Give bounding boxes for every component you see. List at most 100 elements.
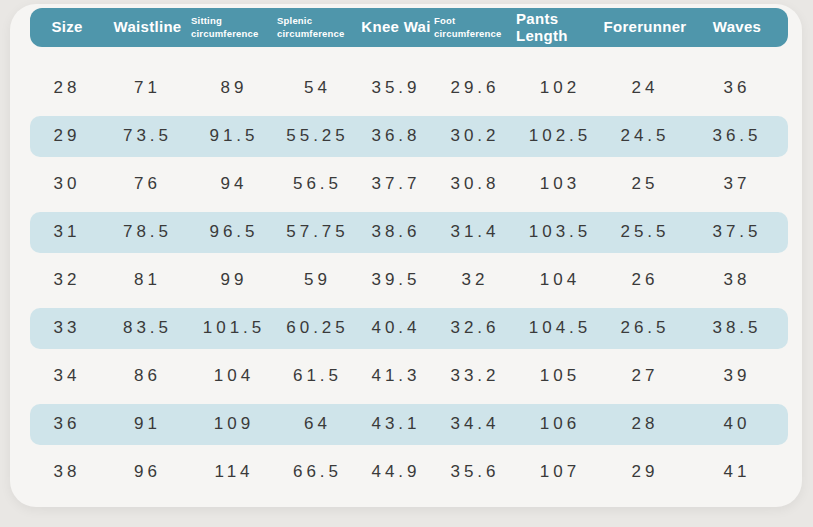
table-cell: 106 bbox=[516, 414, 604, 434]
table-cell: 43.1 bbox=[358, 414, 434, 434]
column-header: Foot circumference bbox=[434, 15, 516, 40]
column-header-label: Sitting circumference bbox=[191, 15, 277, 40]
column-header: Waves bbox=[686, 19, 788, 36]
column-header-label: Forerunner bbox=[604, 19, 687, 36]
table-cell: 34 bbox=[30, 366, 104, 386]
table-cell: 103 bbox=[516, 174, 604, 194]
table-cell: 33 bbox=[30, 318, 104, 338]
column-header: Knee Wai bbox=[358, 19, 434, 36]
table-row-band: 389611466.544.935.61072941 bbox=[30, 452, 788, 493]
table-row: 2871895435.929.61022436 bbox=[30, 64, 788, 112]
table-cell: 81 bbox=[104, 270, 191, 290]
table-cell: 26.5 bbox=[604, 318, 686, 338]
table-cell: 109 bbox=[191, 414, 277, 434]
table-cell: 89 bbox=[191, 78, 277, 98]
table-cell: 36.5 bbox=[686, 126, 788, 146]
table-cell: 24 bbox=[604, 78, 686, 98]
column-header: Waistline bbox=[104, 19, 191, 36]
table-cell: 40.4 bbox=[358, 318, 434, 338]
table-row-band: 2871895435.929.61022436 bbox=[30, 68, 788, 109]
table-cell: 35.6 bbox=[434, 462, 516, 482]
table-cell: 30.8 bbox=[434, 174, 516, 194]
table-cell: 91 bbox=[104, 414, 191, 434]
table-cell: 44.9 bbox=[358, 462, 434, 482]
table-cell: 25 bbox=[604, 174, 686, 194]
column-header: Splenic circumference bbox=[277, 15, 358, 40]
table-cell: 33.2 bbox=[434, 366, 516, 386]
table-row-band: 30769456.537.730.81032537 bbox=[30, 164, 788, 205]
table-cell: 38.5 bbox=[686, 318, 788, 338]
table-cell: 31.4 bbox=[434, 222, 516, 242]
table-cell: 104 bbox=[516, 270, 604, 290]
column-header: Pants Length bbox=[516, 11, 604, 45]
column-header-label: Waves bbox=[713, 19, 761, 36]
table-cell: 64 bbox=[277, 414, 358, 434]
column-header-label: Splenic circumference bbox=[277, 15, 358, 40]
table-cell: 103.5 bbox=[516, 222, 604, 242]
table-cell: 32.6 bbox=[434, 318, 516, 338]
table-row-band: 3383.5101.560.2540.432.6104.526.538.5 bbox=[30, 308, 788, 349]
table-cell: 57.75 bbox=[277, 222, 358, 242]
table-cell: 101.5 bbox=[191, 318, 277, 338]
table-cell: 37.7 bbox=[358, 174, 434, 194]
table-row: 2973.591.555.2536.830.2102.524.536.5 bbox=[30, 112, 788, 160]
table-cell: 29.6 bbox=[434, 78, 516, 98]
table-cell: 114 bbox=[191, 462, 277, 482]
table-cell: 104.5 bbox=[516, 318, 604, 338]
table-cell: 56.5 bbox=[277, 174, 358, 194]
table-cell: 24.5 bbox=[604, 126, 686, 146]
column-header-label: Foot circumference bbox=[434, 15, 516, 40]
table-cell: 27 bbox=[604, 366, 686, 386]
table-row-band: 348610461.541.333.21052739 bbox=[30, 356, 788, 397]
table-cell: 25.5 bbox=[604, 222, 686, 242]
table-row: 3383.5101.560.2540.432.6104.526.538.5 bbox=[30, 304, 788, 352]
table-cell: 26 bbox=[604, 270, 686, 290]
column-header: Size bbox=[30, 19, 104, 36]
table-cell: 39 bbox=[686, 366, 788, 386]
table-cell: 71 bbox=[104, 78, 191, 98]
table-cell: 40 bbox=[686, 414, 788, 434]
table-cell: 38 bbox=[30, 462, 104, 482]
table-cell: 94 bbox=[191, 174, 277, 194]
column-header: Forerunner bbox=[604, 19, 686, 36]
column-header-label: Size bbox=[51, 19, 82, 36]
table-cell: 32 bbox=[434, 270, 516, 290]
table-cell: 29 bbox=[30, 126, 104, 146]
column-header-label: Knee Wai bbox=[361, 19, 430, 36]
table-cell: 78.5 bbox=[104, 222, 191, 242]
table-cell: 107 bbox=[516, 462, 604, 482]
table-cell: 31 bbox=[30, 222, 104, 242]
table-cell: 32 bbox=[30, 270, 104, 290]
table-cell: 28 bbox=[30, 78, 104, 98]
table-cell: 35.9 bbox=[358, 78, 434, 98]
table-cell: 54 bbox=[277, 78, 358, 98]
table-cell: 29 bbox=[604, 462, 686, 482]
table-cell: 59 bbox=[277, 270, 358, 290]
table-cell: 104 bbox=[191, 366, 277, 386]
table-cell: 105 bbox=[516, 366, 604, 386]
column-header-label: Waistline bbox=[114, 19, 182, 36]
size-chart-card: Size Waistline Sitting circumferenceSpleni… bbox=[10, 4, 802, 507]
table-cell: 41.3 bbox=[358, 366, 434, 386]
table-cell: 91.5 bbox=[191, 126, 277, 146]
table-cell: 36 bbox=[686, 78, 788, 98]
table-row: 30769456.537.730.81032537 bbox=[30, 160, 788, 208]
table-row-band: 3281995939.5321042638 bbox=[30, 260, 788, 301]
table-row: 389611466.544.935.61072941 bbox=[30, 448, 788, 496]
table-cell: 76 bbox=[104, 174, 191, 194]
table-row: 3178.596.557.7538.631.4103.525.537.5 bbox=[30, 208, 788, 256]
table-cell: 39.5 bbox=[358, 270, 434, 290]
table-cell: 37 bbox=[686, 174, 788, 194]
table-cell: 55.25 bbox=[277, 126, 358, 146]
table-body: 2871895435.929.610224362973.591.555.2536… bbox=[30, 64, 788, 496]
table-cell: 38 bbox=[686, 270, 788, 290]
table-header-row: Size Waistline Sitting circumferenceSpleni… bbox=[30, 8, 788, 47]
table-cell: 102.5 bbox=[516, 126, 604, 146]
table-cell: 34.4 bbox=[434, 414, 516, 434]
table-cell: 36.8 bbox=[358, 126, 434, 146]
table-cell: 60.25 bbox=[277, 318, 358, 338]
table-cell: 37.5 bbox=[686, 222, 788, 242]
table-cell: 30 bbox=[30, 174, 104, 194]
table-row: 3281995939.5321042638 bbox=[30, 256, 788, 304]
table-cell: 30.2 bbox=[434, 126, 516, 146]
